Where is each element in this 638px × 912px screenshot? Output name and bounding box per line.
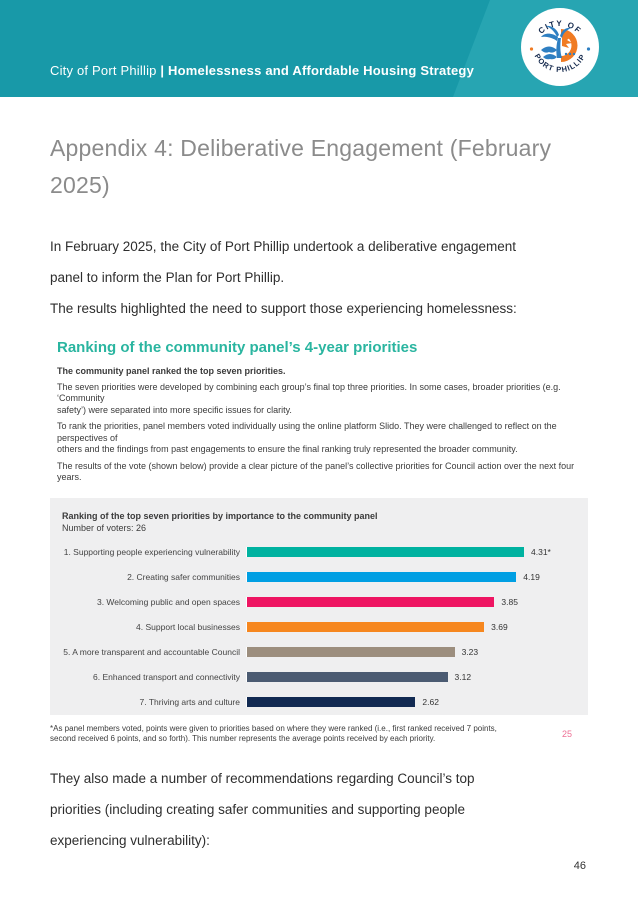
bar-category-label: 2. Creating safer communities xyxy=(127,572,240,582)
bar-value-label: 2.62 xyxy=(422,697,439,707)
bar-value-label: 4.31* xyxy=(531,547,551,557)
bar-value-label: 3.12 xyxy=(454,672,472,682)
chart-row: 1. Supporting people experiencing vulner… xyxy=(58,540,578,565)
bar-area: 4.19 xyxy=(246,572,578,582)
section-paragraph: To rank the priorities, panel members vo… xyxy=(57,421,557,454)
bar-value-label: 3.69 xyxy=(491,622,508,632)
logo-graphic: CITY OF PORT PHILLIP xyxy=(521,8,599,86)
bar-area: 3.23 xyxy=(246,647,578,657)
bar-area: 3.85 xyxy=(246,597,578,607)
embedded-report-page-number: 25 xyxy=(561,729,572,739)
city-of-port-phillip-logo: CITY OF PORT PHILLIP xyxy=(521,8,599,86)
bar xyxy=(247,647,455,657)
logo-palm-wave-icon xyxy=(529,25,591,62)
bar-value-label: 3.85 xyxy=(501,597,518,607)
chart-row: 6. Enhanced transport and connectivity 3.… xyxy=(58,665,578,690)
page-number: 46 xyxy=(573,860,586,872)
intro-paragraph-2: The results highlighted the need to supp… xyxy=(50,301,517,316)
chart-row: 3. Welcoming public and open spaces 3.85 xyxy=(58,590,578,615)
section-heading: Ranking of the community panel’s 4-year … xyxy=(57,339,418,356)
section-paragraph: The seven priorities were developed by c… xyxy=(57,381,561,415)
page-content: Appendix 4: Deliberative Engagement (Feb… xyxy=(50,130,590,856)
document-title-bold: | Homelessness and Affordable Housing St… xyxy=(160,63,474,78)
chart-row: 2. Creating safer communities 4.19 xyxy=(58,565,578,590)
bar-area: 4.31* xyxy=(246,547,578,557)
chart-title: Ranking of the top seven priorities by i… xyxy=(62,510,378,521)
bar xyxy=(247,672,448,682)
bar-category-label: 4. Support local businesses xyxy=(136,622,240,632)
bar xyxy=(247,572,517,582)
bar-area: 2.62 xyxy=(246,697,578,707)
chart-row: 7. Thriving arts and culture 2.62 xyxy=(58,690,578,715)
section-lead: The community panel ranked the top seven… xyxy=(57,366,286,376)
chart-footnote-row: *As panel members voted, points were giv… xyxy=(50,724,588,745)
bar-value-label: 3.23 xyxy=(461,647,479,657)
bar-category-label: 5. A more transparent and accountable Co… xyxy=(63,647,240,657)
bar-category-label: 3. Welcoming public and open spaces xyxy=(96,597,240,607)
bar-area: 3.12 xyxy=(246,672,578,682)
bar-category-label: 7. Thriving arts and culture xyxy=(139,697,240,707)
bar-value-label: 4.19 xyxy=(523,572,540,582)
document-title-regular: City of Port Phillip xyxy=(50,63,161,78)
bar xyxy=(247,547,524,557)
chart-subtitle: Number of voters: 26 xyxy=(62,522,147,533)
page-header: City of Port Phillip | Homelessness and … xyxy=(0,0,638,97)
chart-rows: 1. Supporting people experiencing vulner… xyxy=(58,540,578,715)
ranking-section: Ranking of the community panel’s 4-year … xyxy=(50,339,590,745)
priorities-bar-chart: Ranking of the top seven priorities by i… xyxy=(50,497,588,715)
chart-row: 4. Support local businesses 3.69 xyxy=(58,615,578,640)
bar xyxy=(247,697,416,707)
document-title: City of Port Phillip | Homelessness and … xyxy=(50,63,474,78)
bar xyxy=(247,622,485,632)
bar-category-label: 1. Supporting people experiencing vulner… xyxy=(63,547,240,557)
bar xyxy=(247,597,495,607)
bar-area: 3.69 xyxy=(246,622,578,632)
page-title: Appendix 4: Deliberative Engagement (Feb… xyxy=(50,135,552,198)
intro-paragraph: In February 2025, the City of Port Phill… xyxy=(50,239,517,285)
chart-row: 5. A more transparent and accountable Co… xyxy=(58,640,578,665)
closing-paragraph: They also made a number of recommendatio… xyxy=(50,770,475,848)
section-paragraph: The results of the vote (shown below) pr… xyxy=(57,460,575,483)
chart-footnote: *As panel members voted, points were giv… xyxy=(50,723,497,744)
bar-category-label: 6. Enhanced transport and connectivity xyxy=(93,672,240,682)
